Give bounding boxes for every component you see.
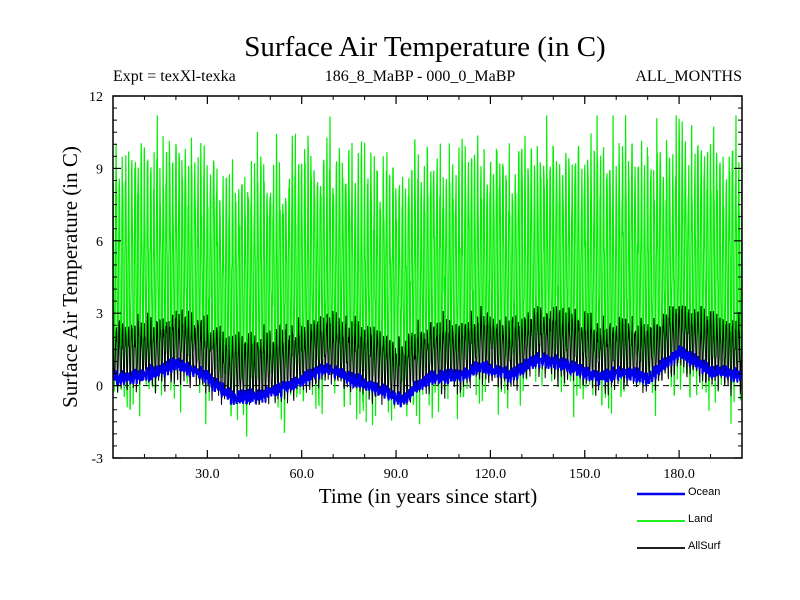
y-tick-label: -3 — [91, 452, 103, 467]
chart-title: Surface Air Temperature (in C) — [244, 31, 605, 63]
legend-label-ocean: Ocean — [688, 486, 720, 498]
series-line-land — [113, 115, 742, 437]
x-tick-label: 60.0 — [289, 467, 314, 482]
y-tick-label: 3 — [96, 307, 103, 322]
subtitle-right: ALL_MONTHS — [635, 68, 742, 85]
legend: Ocean Land AllSurf — [637, 486, 721, 552]
legend-label-land: Land — [688, 513, 712, 525]
series-line-allsurf — [113, 305, 742, 406]
x-tick-label: 180.0 — [663, 467, 695, 482]
y-axis-label: Surface Air Temperature (in C) — [58, 146, 82, 408]
x-tick-label: 120.0 — [475, 467, 507, 482]
y-tick-label: 0 — [96, 380, 103, 395]
x-axis-label: Time (in years since start) — [319, 484, 538, 508]
y-tick-label: 9 — [96, 162, 103, 177]
series-line-ocean — [113, 345, 742, 408]
x-tick-label: 30.0 — [195, 467, 220, 482]
legend-label-allsurf: AllSurf — [688, 540, 721, 552]
plot-area — [113, 115, 742, 437]
axes: -3 0 3 6 9 12 30.0 60.0 90.0 120.0 150.0 180.0 — [89, 90, 743, 482]
subtitle-center: 186_8_MaBP - 000_0_MaBP — [325, 68, 516, 85]
y-tick-label: 6 — [96, 235, 103, 250]
x-tick-label: 150.0 — [569, 467, 601, 482]
y-tick-label: 12 — [89, 90, 103, 105]
x-tick-label: 90.0 — [384, 467, 409, 482]
subtitle-left: Expt = texXl-texka — [113, 68, 236, 85]
